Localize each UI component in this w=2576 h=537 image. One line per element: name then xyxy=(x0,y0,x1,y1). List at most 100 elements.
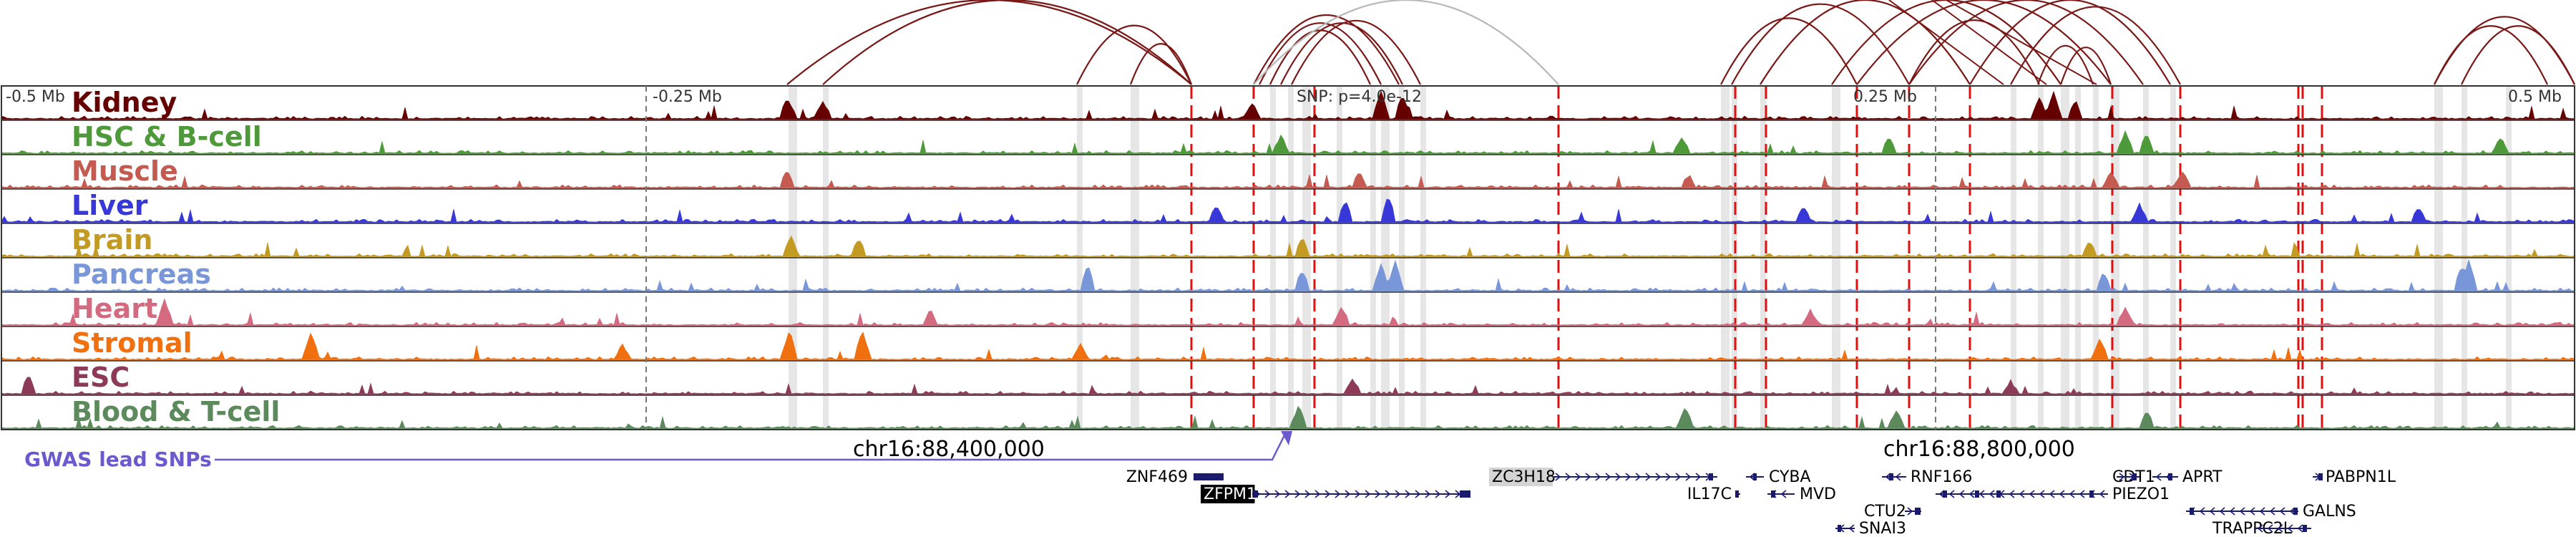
gene-label: IL17C xyxy=(1687,485,1732,503)
gene-exon xyxy=(2318,473,2323,480)
gene-exon xyxy=(2168,473,2172,480)
chromatin-loop-arc xyxy=(2434,25,2548,85)
track-label-pancreas: Pancreas xyxy=(72,258,211,290)
chromatin-loop-line xyxy=(1888,0,2004,85)
chromatin-loop-arc xyxy=(1908,0,2144,85)
gene-exon xyxy=(1753,473,1757,480)
gene-label: PABPN1L xyxy=(2326,468,2396,486)
strand-arrow xyxy=(1365,490,1371,498)
strand-arrow xyxy=(2279,507,2285,516)
strand-arrow xyxy=(1314,490,1321,498)
chromatin-loop-arc xyxy=(1720,17,1858,85)
tissue-tracks xyxy=(1,85,2575,430)
strand-arrow xyxy=(1335,490,1341,498)
strand-arrow xyxy=(1989,490,1995,498)
strand-arrow xyxy=(2079,490,2085,498)
strand-arrow xyxy=(2049,490,2055,498)
gene-exon xyxy=(1889,473,1893,480)
strand-arrow xyxy=(2099,490,2105,498)
track-label-muscle: Muscle xyxy=(72,155,178,187)
scale-label-minus-0.25: -0.25 Mb xyxy=(653,88,722,106)
gwas-connector-line xyxy=(215,433,1287,461)
signal-area xyxy=(1,298,2575,326)
signal-area xyxy=(1,258,2575,291)
strand-arrow xyxy=(2219,507,2225,516)
strand-arrow xyxy=(1565,473,1571,481)
strand-arrow xyxy=(1848,524,1855,533)
track-labels: Kidney HSC & B-cell Muscle Liver Brain P… xyxy=(72,87,280,427)
gene-label: APRT xyxy=(2182,468,2223,486)
track-label-kidney: Kidney xyxy=(72,87,177,118)
chromatin-loop-arc xyxy=(1908,19,2040,85)
strand-arrow xyxy=(1264,490,1271,498)
strand-arrow xyxy=(1415,490,1421,498)
strand-arrow xyxy=(1324,490,1331,498)
signal-track xyxy=(1,235,2575,258)
signal-area xyxy=(1,171,2575,188)
signal-area xyxy=(1,377,2575,395)
strand-arrow xyxy=(2239,507,2245,516)
signal-track xyxy=(1,130,2575,155)
chromatin-loop-arc xyxy=(2036,44,2094,85)
gene-exon xyxy=(1735,490,1739,498)
gwas-snp-marker xyxy=(1281,431,1292,445)
chromatin-loop-line xyxy=(1931,0,2047,85)
gene-exon xyxy=(1709,473,1713,480)
strand-arrow xyxy=(2229,507,2235,516)
chromatin-loop-arc xyxy=(822,0,1192,85)
strand-arrow xyxy=(1304,490,1311,498)
track-label-liver: Liver xyxy=(72,190,148,221)
chromatin-loop-arc xyxy=(1253,14,1400,85)
strand-arrow xyxy=(1907,507,1913,516)
strand-arrow xyxy=(1635,473,1641,481)
gene-exon xyxy=(1771,490,1775,498)
track-label-esc: ESC xyxy=(72,362,130,393)
chromatin-loop-arc xyxy=(2059,47,2112,85)
signal-area xyxy=(1,198,2575,223)
signal-track xyxy=(1,298,2575,327)
gene-label: CYBA xyxy=(1769,468,1811,486)
coord-label-left: chr16:88,400,000 xyxy=(853,437,1045,462)
gene-exon xyxy=(1194,473,1224,480)
signal-area xyxy=(1,235,2575,257)
strand-arrow xyxy=(1405,490,1411,498)
track-label-heart: Heart xyxy=(72,293,157,324)
strand-arrow xyxy=(1625,473,1631,481)
scale-label-minus-0.5: -0.5 Mb xyxy=(6,88,65,106)
strand-arrow xyxy=(1665,473,1672,481)
gene-exon xyxy=(2303,525,2307,532)
strand-arrow xyxy=(2249,507,2255,516)
chromatin-loop-arc xyxy=(1259,22,1382,85)
strand-arrow xyxy=(2257,524,2263,533)
strand-arrow xyxy=(2277,524,2283,533)
strand-arrow xyxy=(1345,490,1351,498)
strand-arrow xyxy=(1585,473,1591,481)
signal-track xyxy=(1,198,2575,224)
signal-area xyxy=(1,332,2575,360)
strand-arrow xyxy=(1274,490,1281,498)
strand-arrow xyxy=(1595,473,1601,481)
chromatin-loop-arc xyxy=(1856,0,2112,85)
scale-label-plus-0.25: 0.25 Mb xyxy=(1853,88,1917,106)
strand-arrow xyxy=(2059,490,2065,498)
track-label-hsc-b-cell: HSC & B-cell xyxy=(72,121,262,153)
chromatin-loop-arc xyxy=(2461,25,2575,85)
strand-arrow xyxy=(1555,473,1561,481)
strand-arrow xyxy=(1294,490,1301,498)
tracks-frame xyxy=(1,85,2575,430)
strand-arrow xyxy=(1979,490,1985,498)
strand-arrow xyxy=(1445,490,1451,498)
gene-label: GALNS xyxy=(2303,503,2356,521)
gene-exon xyxy=(1254,490,1258,498)
strand-arrow xyxy=(1605,473,1611,481)
gene-label: PIEZO1 xyxy=(2112,485,2170,503)
strand-arrow xyxy=(1375,490,1381,498)
scale-labels: -0.5 Mb -0.25 Mb 0.25 Mb 0.5 Mb SNP: p=4… xyxy=(6,88,2562,106)
strand-arrow xyxy=(1385,490,1391,498)
track-label-brain: Brain xyxy=(72,224,152,256)
strand-arrow xyxy=(1425,490,1431,498)
strand-arrow xyxy=(2209,507,2215,516)
gene-exon xyxy=(1975,490,1979,498)
gene-exon xyxy=(1460,490,1470,498)
